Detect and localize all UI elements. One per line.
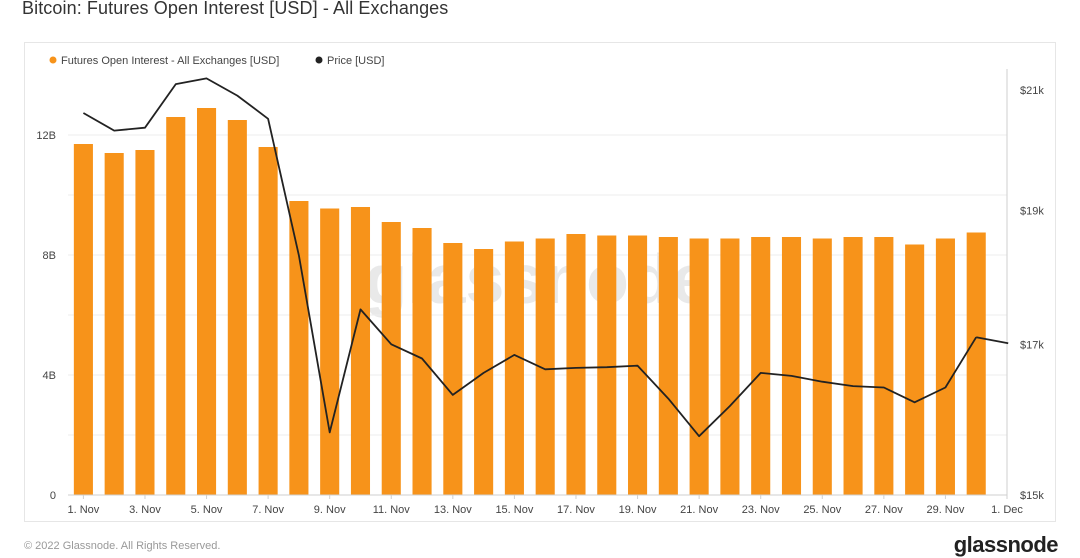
legend-label-price: Price [USD] — [327, 55, 384, 67]
x-tick-label: 27. Nov — [865, 504, 903, 516]
y-right-tick-label: $21k — [1020, 85, 1044, 97]
bar — [135, 150, 155, 495]
y-left-tick-label: 4B — [43, 370, 56, 382]
bar — [905, 244, 925, 495]
bar — [781, 237, 802, 495]
bar — [935, 238, 955, 495]
price-line — [82, 77, 977, 438]
bar — [504, 241, 524, 495]
legend-label-open-interest: Futures Open Interest - All Exchanges [U… — [61, 55, 279, 67]
legend-swatch-price — [315, 56, 323, 64]
y-left-tick-label: 0 — [50, 490, 56, 502]
x-tick-label: 1. Nov — [67, 504, 99, 516]
bar — [874, 237, 894, 495]
x-tick-label: 5. Nov — [191, 504, 223, 516]
y-right-tick-label: $15k — [1020, 490, 1044, 502]
x-tick-label: 21. Nov — [680, 504, 718, 516]
x-tick-label: 11. Nov — [373, 504, 411, 516]
x-tick-label: 29. Nov — [926, 504, 964, 516]
bar — [166, 117, 186, 495]
x-tick-label: 1. Dec — [991, 504, 1023, 516]
y-left-tick-label: 12B — [36, 130, 56, 142]
bar — [196, 108, 217, 495]
bar — [320, 208, 340, 495]
bar — [966, 232, 986, 495]
bar — [73, 144, 93, 495]
bar — [720, 238, 740, 495]
bar — [689, 238, 709, 495]
x-tick-label: 13. Nov — [434, 504, 472, 516]
x-tick-label: 19. Nov — [619, 504, 657, 516]
price-line-extension — [976, 336, 1009, 345]
bar — [658, 237, 678, 495]
legend-swatch-open-interest — [49, 56, 57, 64]
bar — [381, 222, 401, 495]
bar — [227, 120, 247, 495]
bar — [412, 228, 432, 495]
bar — [535, 238, 555, 495]
bar — [350, 207, 371, 495]
bar — [751, 237, 771, 495]
bar — [566, 234, 586, 495]
x-tick-label: 3. Nov — [129, 504, 161, 516]
brand-logo: glassnode — [953, 532, 1059, 557]
bar — [289, 201, 309, 495]
x-tick-label: 9. Nov — [314, 504, 346, 516]
x-tick-label: 15. Nov — [495, 504, 533, 516]
bar — [597, 235, 617, 495]
bar — [443, 243, 463, 495]
copyright-text: © 2022 Glassnode. All Rights Reserved. — [24, 540, 221, 552]
x-tick-label: 25. Nov — [803, 504, 841, 516]
x-tick-label: 17. Nov — [557, 504, 595, 516]
page-title: Bitcoin: Futures Open Interest [USD] - A… — [22, 0, 449, 18]
bar — [812, 238, 832, 495]
bar — [843, 237, 863, 495]
bar — [104, 153, 124, 495]
y-right-tick-label: $19k — [1020, 205, 1044, 217]
y-left-tick-label: 8B — [43, 250, 56, 262]
x-tick-label: 7. Nov — [252, 504, 284, 516]
bar — [258, 147, 278, 495]
y-right-tick-label: $17k — [1020, 339, 1044, 351]
x-tick-label: 23. Nov — [742, 504, 780, 516]
